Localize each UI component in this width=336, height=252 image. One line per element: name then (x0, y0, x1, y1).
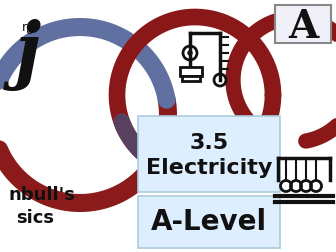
Text: A: A (288, 8, 318, 46)
FancyBboxPatch shape (180, 67, 202, 76)
FancyBboxPatch shape (138, 116, 280, 192)
FancyBboxPatch shape (138, 196, 280, 248)
Text: j: j (15, 19, 41, 91)
Text: nbull's: nbull's (8, 186, 76, 204)
Circle shape (188, 51, 192, 55)
Text: sics: sics (16, 209, 54, 227)
Text: A-Level: A-Level (151, 208, 267, 236)
Text: r¿: r¿ (22, 21, 34, 35)
Text: Electricity: Electricity (146, 158, 272, 178)
FancyBboxPatch shape (182, 76, 200, 81)
FancyBboxPatch shape (275, 5, 331, 43)
Text: 3.5: 3.5 (190, 133, 228, 153)
